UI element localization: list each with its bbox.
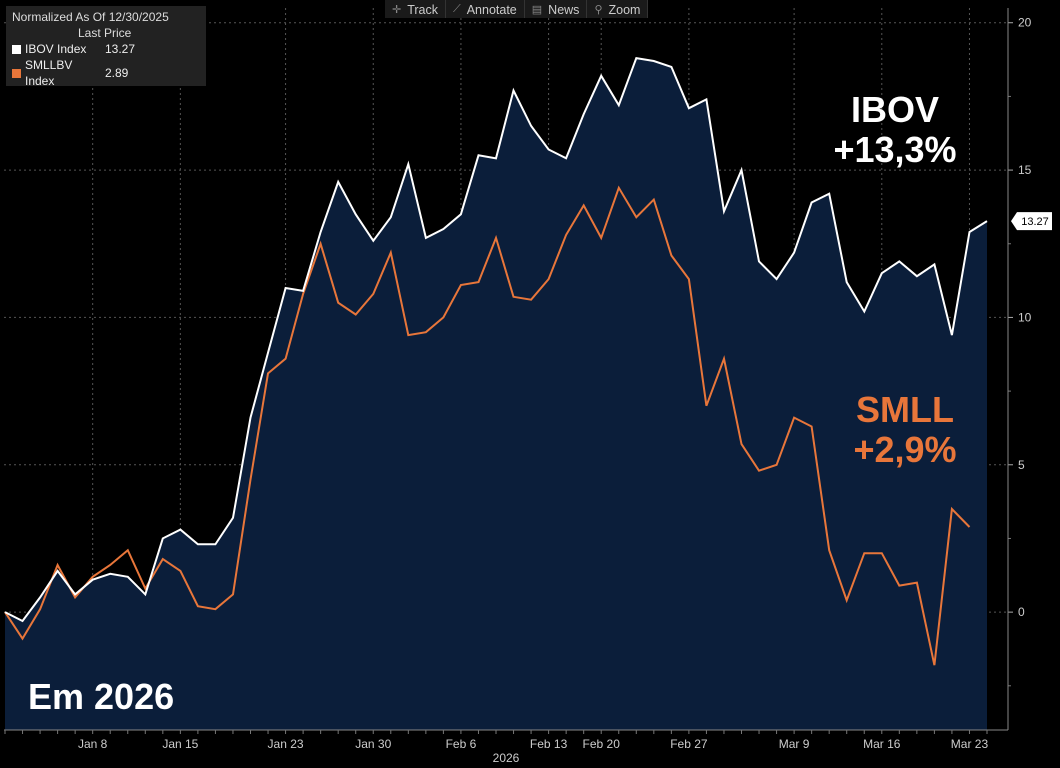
annotate-label: Annotate xyxy=(466,2,517,17)
ibov-swatch xyxy=(12,44,21,54)
crosshair-icon: ✛ xyxy=(392,4,402,16)
legend-header: Normalized As Of 12/30/2025 xyxy=(12,10,169,24)
legend-name-smll: SMLLBV Index xyxy=(25,58,73,88)
ibov-annotation-change: +13,3% xyxy=(833,129,957,170)
x-tick-label: Feb 6 xyxy=(446,737,477,751)
annotate-button[interactable]: ⟋ Annotate xyxy=(446,0,525,18)
legend-row-ibov: IBOV Index 13.27 xyxy=(12,41,200,57)
smll-annotation-name: SMLL xyxy=(856,389,954,430)
track-button[interactable]: ✛ Track xyxy=(385,0,447,18)
legend-name-ibov: IBOV Index xyxy=(25,42,87,56)
y-tick-label: 20 xyxy=(1018,16,1032,30)
news-label: News xyxy=(548,2,580,17)
smll-annotation-change: +2,9% xyxy=(853,429,957,470)
y-tick-label: 15 xyxy=(1018,163,1032,177)
legend-row-smll: SMLLBV Index 2.89 xyxy=(12,57,200,89)
magnifier-icon: ⚲ xyxy=(594,4,603,16)
x-tick-label: Mar 16 xyxy=(863,737,901,751)
x-axis: Jan 8 Jan 15 Jan 23 Jan 30 Feb 6 Feb 13 Feb 20… xyxy=(4,729,1008,765)
x-tick-label: Feb 13 xyxy=(530,737,568,751)
ibov-annotation-name: IBOV xyxy=(850,89,939,130)
y-tick-label: 5 xyxy=(1018,458,1025,472)
legend-panel: Normalized As Of 12/30/2025 Last Price I… xyxy=(6,6,206,89)
smll-line xyxy=(4,185,971,666)
x-tick-label: Jan 8 xyxy=(78,737,108,751)
last-value-labels: 13.27 2.89 xyxy=(1011,0,1052,231)
smll-swatch xyxy=(12,68,21,78)
chart-toolbar: ✛ Track ⟋ Annotate ▤ News ⚲ Zoom xyxy=(385,0,649,18)
news-icon: ▤ xyxy=(531,4,543,16)
zoom-label: Zoom xyxy=(608,2,641,17)
x-tick-label: Feb 20 xyxy=(583,737,621,751)
ibov-area-fill xyxy=(5,58,987,731)
x-tick-label: Jan 23 xyxy=(268,737,304,751)
last-value-badge xyxy=(1011,212,1052,231)
x-tick-label: Jan 15 xyxy=(162,737,198,751)
x-tick-label: Mar 23 xyxy=(951,737,989,751)
track-label: Track xyxy=(407,2,439,17)
ibov-annotation: IBOV +13,3% xyxy=(820,90,970,170)
legend-value-ibov: 13.27 xyxy=(105,42,136,56)
x-tick-label: Feb 27 xyxy=(670,737,708,751)
x-tick-label: Jan 30 xyxy=(355,737,391,751)
ibov-line xyxy=(4,56,988,623)
legend-subheader: Last Price xyxy=(78,26,132,40)
news-button[interactable]: ▤ News xyxy=(525,0,588,18)
x-tick-label: Mar 9 xyxy=(779,737,810,751)
y-axis: 0 5 10 15 20 xyxy=(1007,8,1032,730)
last-value-label: 2.89 xyxy=(1024,0,1045,3)
y-tick-label: 0 xyxy=(1018,605,1025,619)
period-annotation: Em 2026 xyxy=(28,676,175,717)
smll-annotation: SMLL +2,9% xyxy=(830,390,980,470)
y-tick-label: 10 xyxy=(1018,310,1032,324)
last-value-label: 13.27 xyxy=(1021,216,1049,228)
legend-value-smll: 2.89 xyxy=(105,66,129,80)
x-axis-label: 2026 xyxy=(493,751,520,765)
pencil-icon: ⟋ xyxy=(453,3,461,15)
zoom-button[interactable]: ⚲ Zoom xyxy=(587,0,649,18)
